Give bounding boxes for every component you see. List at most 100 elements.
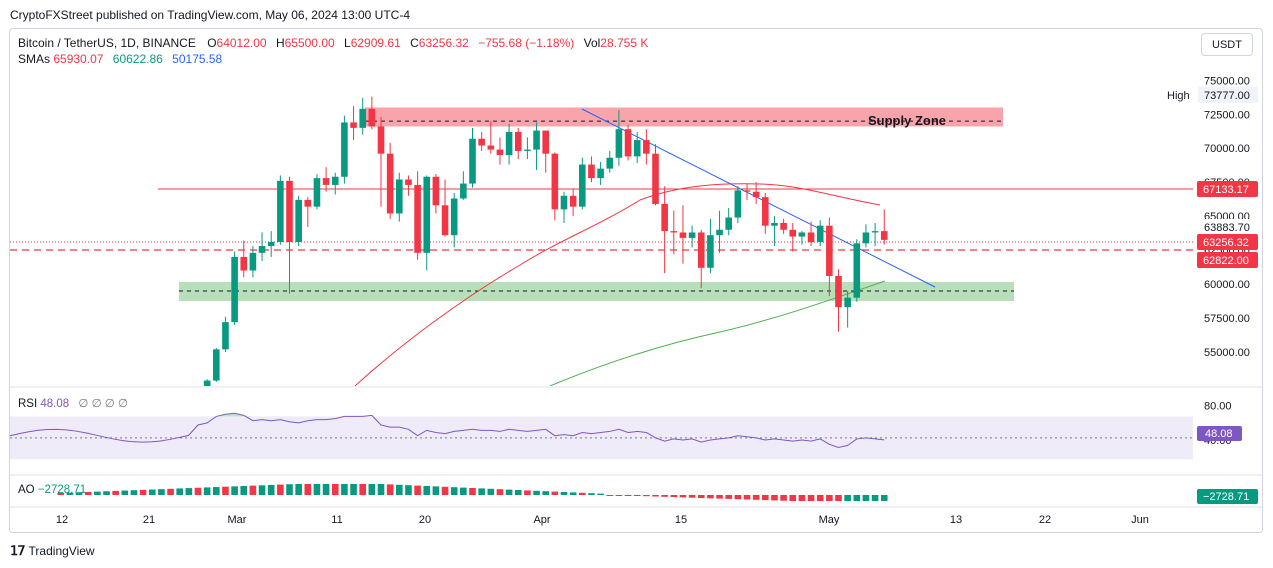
ao-bar xyxy=(643,495,650,497)
currency-button[interactable]: USDT xyxy=(1201,33,1253,56)
rsi-overbought-fill xyxy=(198,413,253,417)
high-label-text: High xyxy=(1167,90,1190,102)
rsi-label[interactable]: RSI xyxy=(18,398,38,410)
candle-body xyxy=(679,232,687,238)
ao-bar xyxy=(313,484,321,495)
candle-body xyxy=(450,198,458,236)
ao-bar xyxy=(807,495,815,501)
ao-bar xyxy=(377,484,385,495)
ao-bar xyxy=(139,489,147,495)
ao-bar xyxy=(267,484,275,495)
candle-body xyxy=(807,232,815,242)
candle-body xyxy=(231,256,238,323)
sma-label[interactable]: SMAs xyxy=(18,52,51,66)
change-value: −755.68 (−1.18%) xyxy=(478,36,575,50)
candle-body xyxy=(286,180,293,242)
x-axis-tick: 22 xyxy=(1039,514,1051,526)
ao-bar xyxy=(752,495,760,500)
ao-legend-value: −2728.71 xyxy=(37,484,87,496)
ao-bar xyxy=(66,492,74,495)
ao-bar xyxy=(514,490,522,495)
candle-body xyxy=(743,190,751,192)
ao-bar xyxy=(331,484,339,495)
rsi-legend-value: 48.08 xyxy=(40,398,70,410)
ao-bar xyxy=(661,495,668,497)
ao-bar xyxy=(103,491,110,495)
ao-bar xyxy=(84,491,92,495)
tradingview-logo[interactable]: 𝟣𝟩 TradingView xyxy=(10,543,95,559)
rsi-value-box xyxy=(1197,426,1242,441)
x-axis-tick: 12 xyxy=(56,514,68,526)
candle-body xyxy=(688,232,696,238)
dashed-value-label: 62822.00 xyxy=(1203,255,1249,267)
x-axis-tick: Jun xyxy=(1131,514,1149,526)
ao-bar xyxy=(597,493,604,495)
ao-bar xyxy=(322,484,330,495)
candle-body xyxy=(432,176,440,206)
ao-bar xyxy=(167,488,174,495)
ao-bar xyxy=(112,490,119,495)
y-axis-tick: 55000.00 xyxy=(1204,347,1250,359)
ao-bar xyxy=(533,490,540,495)
candle-body xyxy=(597,168,604,179)
candle-body xyxy=(588,164,595,179)
ao-bar xyxy=(743,495,751,500)
ao-bar xyxy=(633,495,641,496)
candle-body xyxy=(844,297,851,308)
candle-body xyxy=(816,225,824,242)
sma3-value: 50175.58 xyxy=(172,52,223,66)
ao-bar xyxy=(249,485,257,495)
ao-bar xyxy=(432,486,440,495)
ao-bar xyxy=(871,495,879,501)
candle-body xyxy=(853,243,861,298)
ao-bar xyxy=(57,493,65,495)
candle-body xyxy=(277,180,284,242)
ao-bar xyxy=(853,495,861,501)
high-value: 65500.00 xyxy=(284,36,335,50)
publisher-line: CryptoFXStreet published on TradingView.… xyxy=(10,8,410,22)
ao-bar xyxy=(286,484,293,495)
chart-frame xyxy=(9,28,1263,533)
ao-bar xyxy=(524,490,531,495)
sma1-value: 65930.07 xyxy=(53,52,104,66)
ao-bar xyxy=(148,489,156,495)
ao-bar xyxy=(450,487,458,495)
candle-body xyxy=(414,184,421,253)
sma200-line xyxy=(549,280,886,386)
candle-body xyxy=(633,140,641,157)
ao-label[interactable]: AO xyxy=(18,484,35,496)
symbol-label[interactable]: Bitcoin / TetherUS, 1D, BINANCE xyxy=(18,36,196,50)
ao-bar xyxy=(880,495,888,501)
candle-body xyxy=(496,149,504,156)
candle-body xyxy=(725,217,732,230)
candle-body xyxy=(533,130,540,150)
ao-bar xyxy=(697,495,705,498)
ao-bar xyxy=(505,489,513,495)
candle-body xyxy=(789,229,797,237)
rsi-tick-80: 80.00 xyxy=(1204,401,1232,413)
y-axis-tick: 72500.00 xyxy=(1204,109,1250,121)
ao-bar xyxy=(469,488,476,495)
ao-bar xyxy=(203,487,211,495)
candle-body xyxy=(195,390,202,393)
ao-bar xyxy=(780,495,787,501)
candle-body xyxy=(643,140,650,154)
candle-body xyxy=(295,199,302,242)
ao-bar xyxy=(75,492,83,495)
ao-bar xyxy=(679,495,687,498)
ao-bar xyxy=(670,495,678,498)
ao-bar xyxy=(213,487,220,495)
candle-body xyxy=(203,380,211,386)
ao-bar xyxy=(350,484,357,495)
high-value-box xyxy=(1198,87,1258,103)
candle-body xyxy=(862,232,870,244)
candle-body xyxy=(661,203,668,232)
ao-value-label: −2728.71 xyxy=(1203,491,1249,503)
ao-bar xyxy=(405,485,412,495)
ao-bar xyxy=(606,495,614,496)
candle-body xyxy=(560,195,568,210)
candle-body xyxy=(313,178,321,207)
candle-body xyxy=(469,138,476,184)
ao-bar xyxy=(542,491,549,495)
